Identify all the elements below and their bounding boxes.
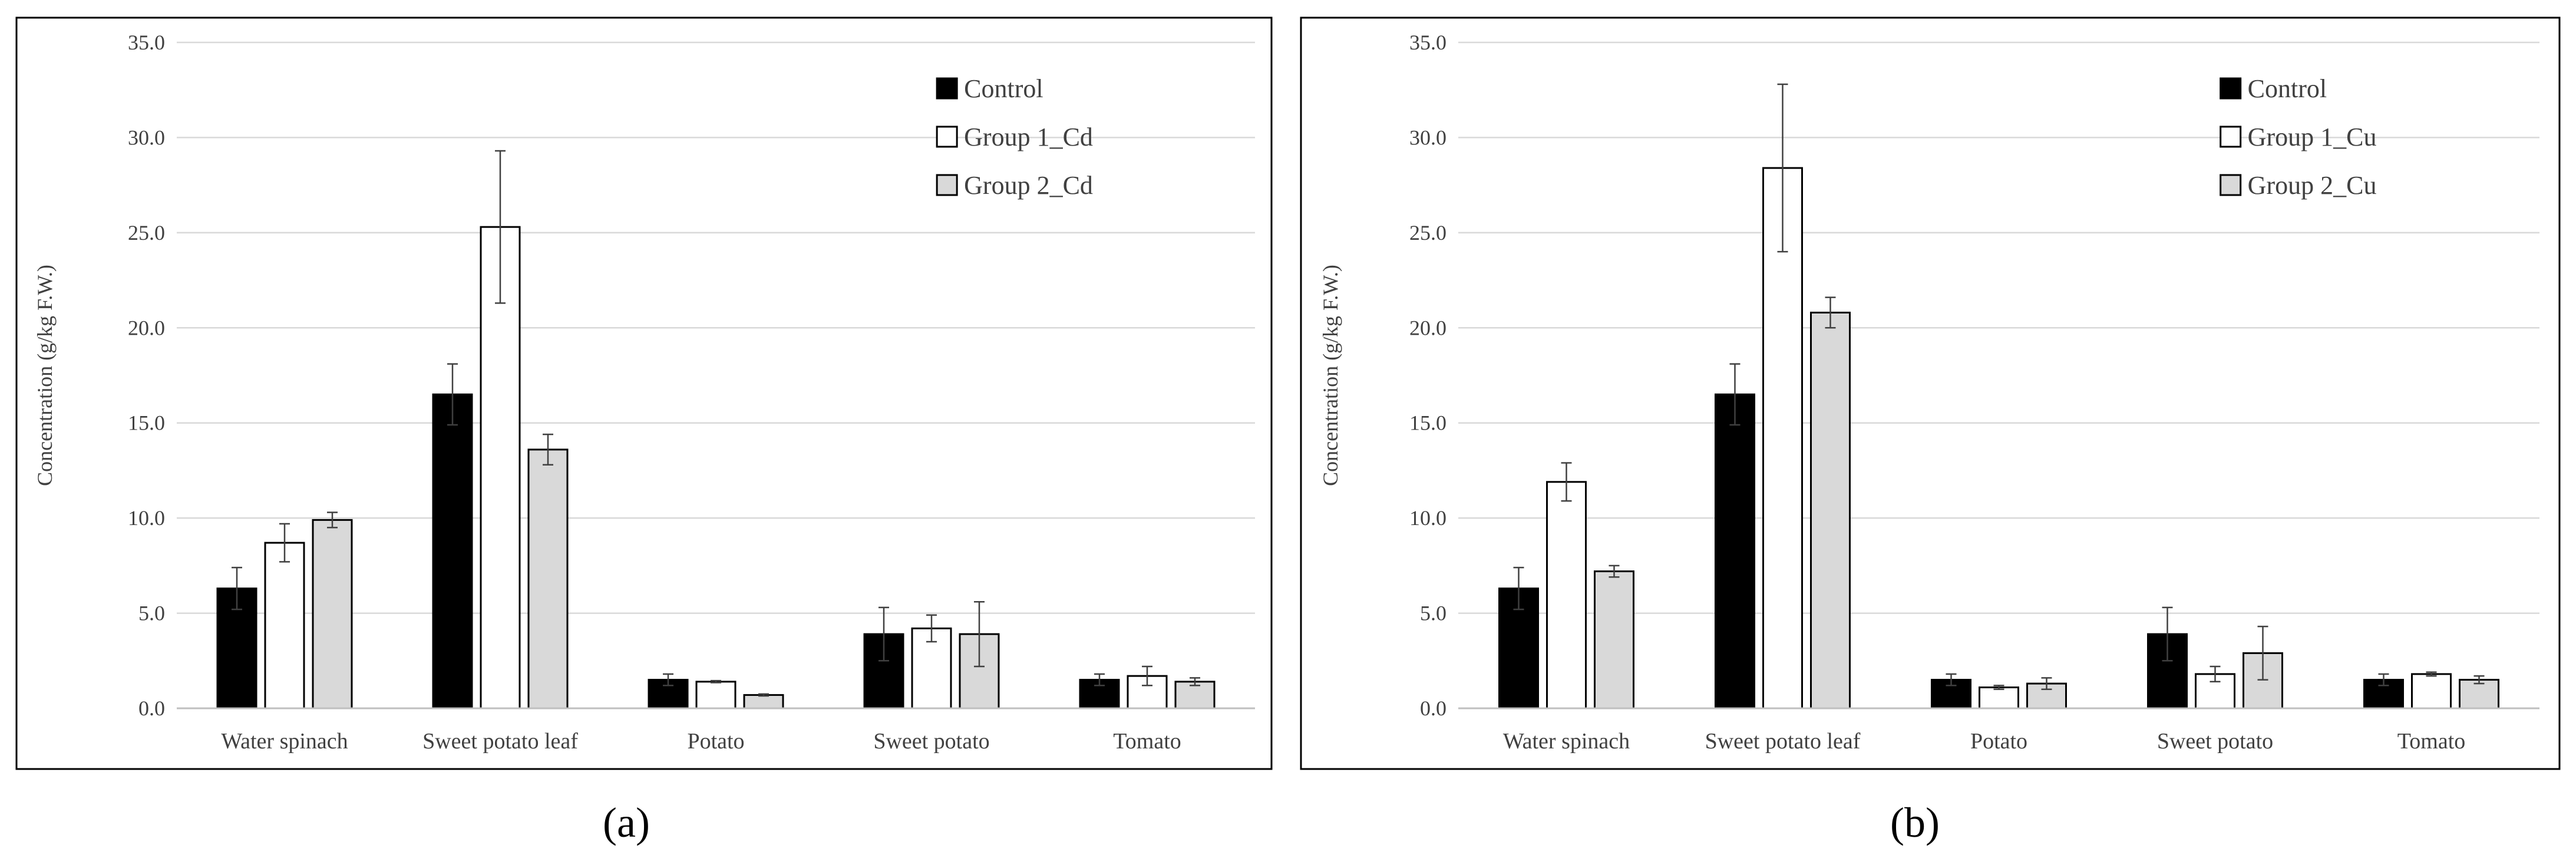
bar-group2 bbox=[743, 694, 784, 709]
y-tick-label: 0.0 bbox=[138, 697, 165, 720]
bar-group1 bbox=[695, 681, 737, 709]
legend-label: Group 1_Cu bbox=[2248, 123, 2377, 151]
x-category-label: Sweet potato bbox=[873, 729, 989, 754]
y-tick-label: 30.0 bbox=[1409, 126, 1446, 149]
y-tick-label: 20.0 bbox=[128, 316, 165, 339]
bar-control bbox=[1715, 393, 1755, 709]
legend-swatch-group1 bbox=[2220, 126, 2242, 148]
y-tick-label: 15.0 bbox=[128, 411, 165, 435]
legend-label: Group 1_Cd bbox=[964, 123, 1093, 151]
y-tick-label: 5.0 bbox=[1420, 602, 1446, 625]
bar-group1 bbox=[1979, 686, 2019, 709]
y-tick-label: 10.0 bbox=[1409, 506, 1446, 530]
y-tick-label: 35.0 bbox=[128, 31, 165, 54]
legend-swatch-group2 bbox=[2220, 174, 2242, 196]
x-category-label: Sweet potato leaf bbox=[422, 729, 578, 754]
y-tick-label: 15.0 bbox=[1409, 411, 1446, 435]
bar-group1 bbox=[1546, 481, 1587, 709]
legend-swatch-control bbox=[936, 77, 958, 100]
legend-label: Control bbox=[2248, 74, 2327, 103]
x-category-label: Water spinach bbox=[221, 729, 348, 754]
panel-label: (b) bbox=[1890, 799, 1940, 846]
legend-swatch-group2 bbox=[936, 174, 958, 196]
y-tick-label: 5.0 bbox=[138, 602, 165, 625]
y-tick-label: 0.0 bbox=[1420, 697, 1446, 720]
x-category-label: Sweet potato bbox=[2157, 729, 2273, 754]
bar-group1 bbox=[1762, 167, 1803, 709]
legend-label: Group 2_Cd bbox=[964, 171, 1093, 200]
bar-group1 bbox=[264, 542, 305, 709]
bar-group2 bbox=[312, 519, 353, 709]
x-category-label: Potato bbox=[687, 729, 744, 754]
y-tick-label: 25.0 bbox=[1409, 221, 1446, 245]
y-tick-label: 20.0 bbox=[1409, 316, 1446, 339]
y-axis-label: Concentration (g/kg F.W.) bbox=[33, 265, 57, 486]
x-category-label: Potato bbox=[1970, 729, 2027, 754]
x-category-label: Water spinach bbox=[1503, 729, 1630, 754]
legend-label: Control bbox=[964, 74, 1043, 103]
y-axis-label: Concentration (g/kg F.W.) bbox=[1319, 265, 1342, 486]
bar-group1 bbox=[911, 627, 952, 709]
legend-swatch-group1 bbox=[936, 126, 958, 148]
x-category-label: Tomato bbox=[1113, 729, 1181, 754]
bar-group1 bbox=[2411, 673, 2452, 709]
legend-label: Group 2_Cu bbox=[2248, 171, 2377, 200]
chart-frame bbox=[1300, 16, 2561, 770]
bar-control bbox=[432, 393, 473, 709]
x-category-label: Sweet potato leaf bbox=[1705, 729, 1861, 754]
chart-frame bbox=[15, 16, 1273, 770]
chart-panel-b: 0.0 5.0 10.0 15.0 20.0 25.0 30.0 35.0 Concentrat… bbox=[1300, 16, 2561, 846]
y-tick-label: 35.0 bbox=[1409, 31, 1446, 54]
y-tick-label: 10.0 bbox=[128, 506, 165, 530]
y-tick-label: 30.0 bbox=[128, 126, 165, 149]
bar-group2 bbox=[527, 448, 569, 709]
bar-group2 bbox=[1594, 570, 1634, 709]
x-category-label: Tomato bbox=[2397, 729, 2466, 754]
legend-swatch-control bbox=[2220, 77, 2242, 100]
bar-group1 bbox=[480, 226, 521, 709]
bar-group2 bbox=[1810, 311, 1851, 709]
chart-panel-a: 0.0 5.0 10.0 15.0 20.0 25.0 30.0 35.0 Concentrat… bbox=[15, 16, 1273, 846]
y-tick-label: 25.0 bbox=[128, 221, 165, 245]
panel-label: (a) bbox=[603, 799, 650, 846]
